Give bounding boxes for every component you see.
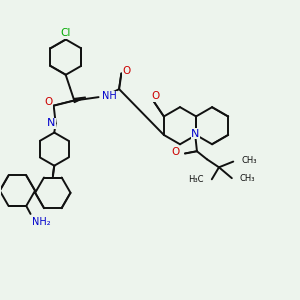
Text: NH: NH: [102, 91, 117, 101]
Text: CH₃: CH₃: [241, 156, 257, 165]
Text: O: O: [172, 147, 180, 158]
Text: N: N: [191, 129, 200, 139]
Text: Cl: Cl: [61, 28, 71, 38]
Text: O: O: [44, 97, 53, 107]
Text: N: N: [47, 118, 56, 128]
Text: NH₂: NH₂: [32, 217, 51, 227]
Text: O: O: [122, 66, 131, 76]
Polygon shape: [74, 97, 86, 103]
Text: H₃C: H₃C: [188, 175, 204, 184]
Text: CH₃: CH₃: [240, 174, 255, 183]
Text: O: O: [151, 92, 159, 101]
